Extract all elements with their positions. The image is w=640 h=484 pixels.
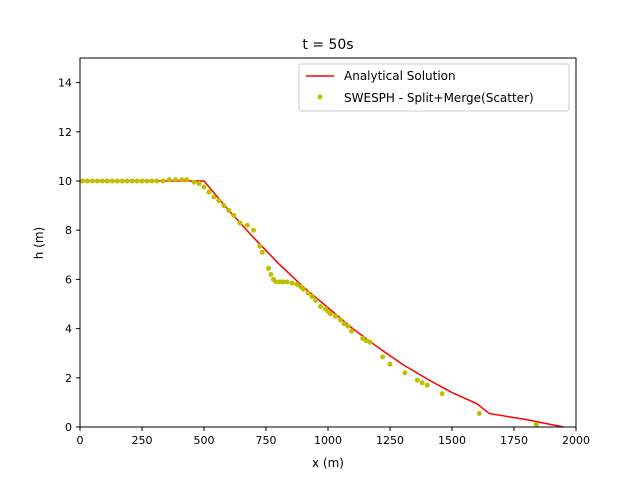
scatter-point-12 (139, 178, 145, 184)
scatter-point-5 (104, 178, 110, 184)
scatter-point-67 (439, 391, 445, 397)
scatter-point-6 (109, 178, 115, 184)
scatter-point-32 (251, 227, 257, 233)
scatter-point-29 (231, 212, 237, 218)
x-tick-label: 750 (256, 434, 277, 447)
scatter-point-40 (280, 279, 286, 285)
scatter-point-65 (419, 380, 425, 386)
scatter-point-49 (318, 303, 324, 309)
scatter-point-26 (216, 198, 222, 204)
scatter-point-28 (226, 208, 232, 214)
scatter-point-60 (367, 339, 373, 345)
scatter-point-18 (172, 177, 178, 183)
chart-title: t = 50s (302, 37, 353, 53)
scatter-point-11 (134, 178, 140, 184)
scatter-point-15 (154, 178, 160, 184)
y-tick-label: 0 (65, 421, 72, 434)
scatter-point-35 (265, 265, 271, 271)
scatter-point-33 (257, 243, 263, 249)
x-tick-label: 1000 (314, 434, 342, 447)
legend-marker-swatch (317, 94, 323, 100)
y-axis-label: h (m) (32, 227, 46, 259)
scatter-point-47 (309, 294, 315, 300)
scatter-point-48 (313, 297, 319, 303)
x-tick-label: 250 (132, 434, 153, 447)
scatter-point-58 (360, 335, 366, 341)
legend: Analytical Solution SWESPH - Split+Merge… (298, 63, 570, 112)
legend-label-sph: SWESPH - Split+Merge(Scatter) (344, 91, 534, 105)
scatter-point-63 (402, 370, 408, 376)
scatter-point-21 (191, 179, 197, 185)
scatter-point-20 (184, 177, 190, 183)
scatter-point-56 (345, 323, 351, 329)
y-tick-label: 12 (58, 126, 72, 139)
scatter-point-36 (268, 271, 274, 277)
scatter-point-45 (300, 286, 306, 292)
x-tick-label: 2000 (562, 434, 590, 447)
scatter-point-3 (94, 178, 100, 184)
scatter-point-16 (160, 178, 166, 184)
scatter-point-2 (89, 178, 95, 184)
y-tick-label: 8 (65, 224, 72, 237)
scatter-point-54 (337, 317, 343, 323)
scatter-point-25 (211, 194, 217, 200)
y-tick-label: 14 (58, 77, 72, 90)
scatter-point-4 (99, 178, 105, 184)
scatter-point-9 (124, 178, 130, 184)
scatter-point-10 (129, 178, 135, 184)
scatter-point-46 (305, 290, 311, 296)
y-tick-label: 10 (58, 175, 72, 188)
scatter-point-66 (424, 382, 430, 388)
scatter-point-39 (277, 279, 283, 285)
scatter-point-53 (332, 313, 338, 319)
legend-box (298, 63, 570, 112)
scatter-point-8 (119, 178, 125, 184)
scatter-point-43 (294, 281, 300, 287)
plot-area: 0 250 500 750 1000 1250 1500 1750 2000 0 2 4 6 8 10 12 1… (58, 57, 590, 447)
scatter-point-61 (380, 354, 386, 360)
scatter-point-23 (201, 184, 207, 190)
scatter-point-24 (206, 189, 212, 195)
scatter-point-22 (196, 180, 202, 186)
scatter-point-57 (349, 328, 355, 334)
scatter-point-69 (533, 422, 539, 428)
scatter-point-1 (84, 178, 90, 184)
scatter-point-38 (273, 279, 279, 285)
scatter-point-13 (144, 178, 150, 184)
scatter-point-34 (259, 249, 265, 255)
y-tick-label: 2 (65, 372, 72, 385)
scatter-point-55 (341, 321, 347, 327)
scatter-point-52 (327, 311, 333, 317)
y-tick-label: 4 (65, 323, 72, 336)
legend-label-analytical: Analytical Solution (344, 69, 456, 83)
x-tick-label: 0 (77, 434, 84, 447)
scatter-point-42 (289, 280, 295, 286)
scatter-point-7 (114, 178, 120, 184)
scatter-point-27 (221, 203, 227, 209)
scatter-point-31 (244, 222, 250, 228)
scatter-point-19 (179, 177, 185, 183)
x-tick-label: 1750 (500, 434, 528, 447)
scatter-point-0 (79, 178, 85, 184)
scatter-point-62 (387, 361, 393, 367)
y-tick-label: 6 (65, 273, 72, 286)
scatter-point-17 (166, 177, 172, 183)
x-tick-label: 1250 (376, 434, 404, 447)
x-tick-label: 1500 (438, 434, 466, 447)
x-axis-label: x (m) (312, 456, 344, 470)
scatter-point-41 (284, 279, 290, 285)
scatter-point-64 (414, 377, 420, 383)
scatter-point-68 (476, 410, 482, 416)
x-tick-label: 500 (194, 434, 215, 447)
scatter-point-14 (149, 178, 155, 184)
scatter-point-30 (237, 220, 243, 226)
